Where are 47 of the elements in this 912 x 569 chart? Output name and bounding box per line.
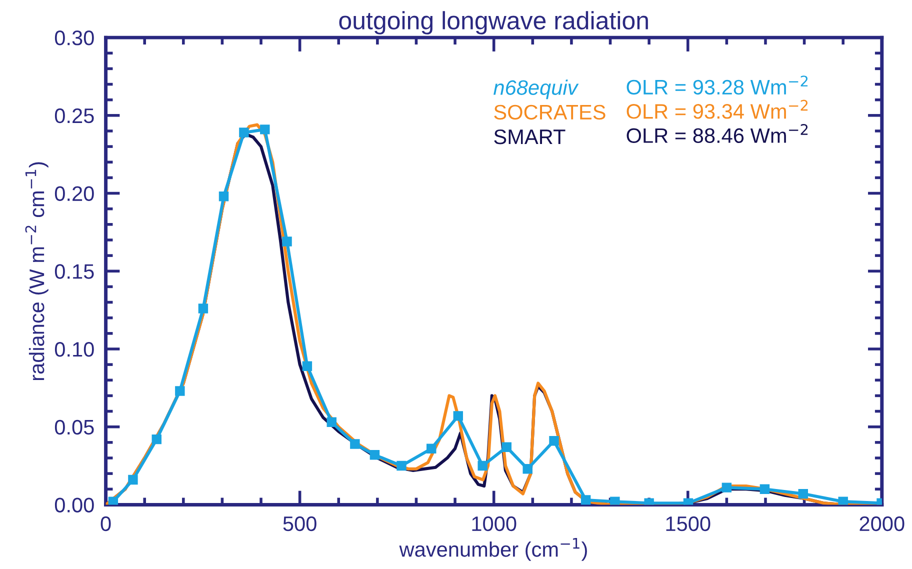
annotation: OLR = 93.34 Wm$^{−2}$ — [626, 100, 808, 119]
y-tick-label: 0.30 — [54, 30, 94, 46]
point — [522, 464, 532, 474]
point — [610, 496, 620, 505]
x-tick-label: 500 — [283, 516, 316, 532]
point — [760, 484, 770, 494]
point — [326, 417, 336, 428]
point — [260, 124, 270, 134]
annotation: OLR = 93.28 Wm$^{−2}$ — [626, 76, 808, 95]
text: n68equiv — [494, 80, 579, 100]
x-tick-label: 1500 — [666, 516, 710, 532]
point — [175, 386, 185, 396]
point — [396, 460, 406, 471]
point — [128, 474, 138, 485]
y-tick-label: 0.20 — [54, 186, 94, 202]
point — [302, 361, 312, 371]
y-tick-label: 0.10 — [54, 342, 94, 357]
y-tick-label: 0.15 — [54, 264, 94, 279]
point — [426, 444, 436, 454]
y-tick-label: 0.00 — [54, 498, 94, 512]
x-axis-title: wavenumber (cm$^{−1}$) — [399, 538, 587, 561]
point — [350, 439, 360, 449]
y-axis-title: radiance (W m$^{−2}$ cm$^{−1}$) — [25, 162, 48, 380]
text: SOCRATES — [494, 104, 606, 120]
point — [722, 482, 732, 492]
point — [453, 411, 464, 421]
point — [502, 442, 512, 452]
point — [580, 495, 591, 505]
point — [370, 450, 380, 460]
x-tick-label: 2000 — [860, 516, 904, 532]
annotation: OLR = 88.46 Wm$^{−2}$ — [626, 124, 808, 144]
y-tick-label: 0.25 — [54, 108, 94, 124]
point — [152, 434, 162, 444]
point — [108, 496, 118, 505]
chart-title: outgoing longwave radiation — [339, 11, 648, 34]
x-tick-label: 1000 — [472, 516, 516, 532]
point — [478, 460, 488, 471]
point — [549, 436, 559, 446]
point — [838, 496, 848, 505]
y-tick-label: 0.05 — [54, 420, 94, 435]
point — [239, 128, 249, 138]
point — [198, 304, 208, 314]
point — [282, 236, 292, 246]
point — [798, 488, 808, 499]
x-tick-label: 0 — [100, 516, 111, 532]
text: SMART — [494, 129, 566, 144]
point — [218, 192, 229, 202]
